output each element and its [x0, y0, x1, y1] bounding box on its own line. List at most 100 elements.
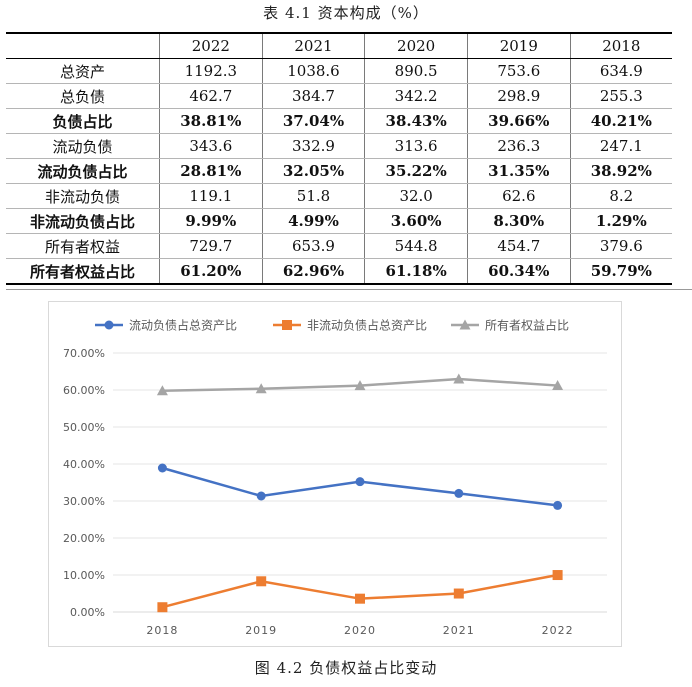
- table-cell: 753.6: [466, 58, 571, 84]
- table-cell: 1.29%: [569, 208, 672, 234]
- table-row: 非流动负债 119.1 51.8 32.0 62.6 8.2: [6, 183, 672, 209]
- table-cell: 634.9: [569, 58, 672, 84]
- table-cell: 32.0: [364, 183, 468, 209]
- y-tick-label: 30.00%: [63, 495, 105, 508]
- table-cell: 3.60%: [364, 208, 468, 234]
- row-label: 非流动负债: [6, 183, 160, 209]
- row-label: 非流动负债占比: [6, 208, 160, 234]
- table-cell: 38.81%: [159, 108, 263, 134]
- table-cell: 343.6: [159, 133, 263, 159]
- header-cell-2019: 2019: [466, 32, 571, 59]
- legend-marker: [104, 320, 114, 330]
- table-cell: 8.30%: [466, 208, 571, 234]
- header-cell-2018: 2018: [569, 32, 672, 59]
- x-tick-label: 2022: [542, 624, 574, 637]
- row-label: 流动负债: [6, 133, 160, 159]
- table-cell: 40.21%: [569, 108, 672, 134]
- table-cell: 38.43%: [364, 108, 468, 134]
- table-cell: 28.81%: [159, 158, 263, 184]
- data-point: [157, 602, 168, 613]
- table-row: 总资产 1192.3 1038.6 890.5 753.6 634.9: [6, 58, 672, 84]
- table-cell: 51.8: [261, 183, 365, 209]
- data-point: [157, 463, 167, 473]
- table-cell: 62.96%: [261, 258, 365, 285]
- table-cell: 729.7: [159, 233, 263, 259]
- table-cell: 236.3: [466, 133, 571, 159]
- table-cell: 1038.6: [261, 58, 365, 84]
- table-cell: 32.05%: [261, 158, 365, 184]
- data-point: [552, 570, 563, 581]
- header-cell-2021: 2021: [261, 32, 365, 59]
- data-point: [355, 477, 365, 487]
- legend-marker: [459, 319, 471, 330]
- data-point: [354, 380, 366, 391]
- table-cell: 62.6: [466, 183, 571, 209]
- table-title: 表 4.1 资本构成（%）: [263, 4, 429, 22]
- header-cell-2020: 2020: [364, 32, 468, 59]
- data-point: [256, 576, 267, 587]
- data-point: [156, 385, 168, 396]
- table-row: 总负债 462.7 384.7 342.2 298.9 255.3: [6, 83, 672, 109]
- table-cell: 653.9: [261, 233, 365, 259]
- row-label: 负债占比: [6, 108, 160, 134]
- table-cell: 59.79%: [569, 258, 672, 285]
- data-point: [454, 488, 464, 498]
- legend-marker: [282, 320, 292, 330]
- row-label: 流动负债占比: [6, 158, 160, 184]
- table-row: 所有者权益 729.7 653.9 544.8 454.7 379.6: [6, 233, 672, 259]
- y-tick-label: 70.00%: [63, 347, 105, 360]
- table-bottom-rule: [6, 289, 692, 290]
- row-label: 总资产: [6, 58, 160, 84]
- table-cell: 255.3: [569, 83, 672, 109]
- series-line: [162, 466, 558, 507]
- legend-label: 所有者权益占比: [485, 318, 569, 333]
- x-tick-label: 2020: [344, 624, 376, 637]
- table-cell: 1192.3: [159, 58, 263, 84]
- table-cell: 39.66%: [466, 108, 571, 134]
- y-tick-label: 10.00%: [63, 569, 105, 582]
- y-tick-label: 50.00%: [63, 421, 105, 434]
- table-cell: 544.8: [364, 233, 468, 259]
- data-point: [255, 383, 267, 394]
- y-tick-label: 40.00%: [63, 458, 105, 471]
- x-tick-label: 2018: [146, 624, 178, 637]
- chart-canvas: 0.00% 10.00% 20.00% 30.00% 40.00% 50.00% 60.00…: [63, 318, 607, 637]
- table-row: 负债占比 38.81% 37.04% 38.43% 39.66% 40.21%: [6, 108, 672, 134]
- legend-label: 流动负债占总资产比: [129, 318, 237, 333]
- figure-caption: 图 4.2 负债权益占比变动: [254, 659, 438, 677]
- x-tick-label: 2019: [245, 624, 277, 637]
- table-cell: 8.2: [569, 183, 672, 209]
- y-tick-label: 20.00%: [63, 532, 105, 545]
- table-row: 流动负债占比 28.81% 32.05% 35.22% 31.35% 38.92%: [6, 158, 672, 184]
- table-row: 非流动负债占比 9.99% 4.99% 3.60% 8.30% 1.29%: [6, 208, 672, 234]
- data-point: [256, 491, 266, 501]
- table-body: 总资产 1192.3 1038.6 890.5 753.6 634.9 总负债 462.7 38…: [6, 58, 672, 285]
- table-cell: 35.22%: [364, 158, 468, 184]
- table-row: 流动负债 343.6 332.9 313.6 236.3 247.1: [6, 133, 672, 159]
- table-cell: 454.7: [466, 233, 571, 259]
- table-cell: 379.6: [569, 233, 672, 259]
- data-point: [355, 593, 365, 604]
- table-cell: 61.20%: [159, 258, 263, 285]
- y-tick-label: 60.00%: [63, 384, 105, 397]
- capital-structure-table: 2022 2021 2020 2019 2018 总资产 1192.3 1038.6…: [6, 32, 672, 285]
- row-label: 所有者权益占比: [6, 258, 160, 285]
- table-cell: 462.7: [159, 83, 263, 109]
- data-point: [553, 500, 563, 510]
- x-tick-label: 2021: [443, 624, 475, 637]
- legend-label: 非流动负债占总资产比: [307, 318, 427, 333]
- header-cell-2022: 2022: [159, 32, 263, 59]
- table-cell: 332.9: [261, 133, 365, 159]
- table-cell: 31.35%: [466, 158, 571, 184]
- table-cell: 384.7: [261, 83, 365, 109]
- y-tick-label: 0.00%: [70, 606, 105, 619]
- table-header-row: 2022 2021 2020 2019 2018: [6, 32, 672, 59]
- data-point: [552, 380, 564, 391]
- table-row: 所有者权益占比 61.20% 62.96% 61.18% 60.34% 59.79%: [6, 258, 672, 285]
- table-cell: 247.1: [569, 133, 672, 159]
- ratio-line-chart: 0.00% 10.00% 20.00% 30.00% 40.00% 50.00% 60.00…: [48, 301, 622, 647]
- table-cell: 890.5: [364, 58, 468, 84]
- row-label: 所有者权益: [6, 233, 160, 259]
- data-point: [453, 373, 465, 384]
- table-cell: 119.1: [159, 183, 263, 209]
